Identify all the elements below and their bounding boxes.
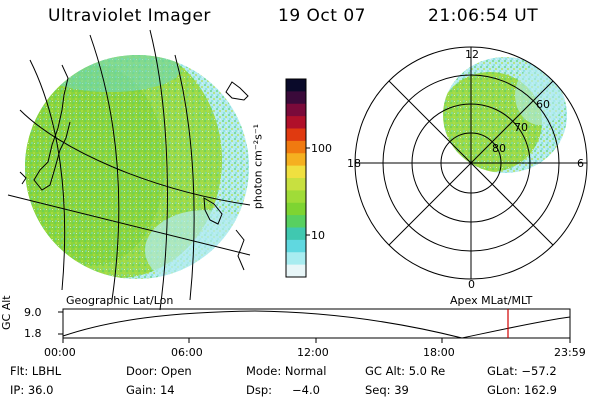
apex-polar-plot — [354, 46, 588, 280]
mlt-label-6: 6 — [577, 157, 584, 170]
mlat-label-80: 80 — [492, 142, 506, 155]
instrument-title: Ultraviolet Imager — [48, 6, 211, 26]
time-label: 21:06:54 UT — [428, 6, 539, 26]
info-gc-alt: GC Alt: 5.0 Re — [365, 364, 446, 378]
mlt-label-18: 18 — [347, 157, 361, 170]
colorbar-segment — [286, 165, 306, 179]
xtick-0000: 00:00 — [44, 346, 76, 359]
info-dsp-label: Dsp: — [246, 383, 273, 397]
xtick-2359: 23:59 — [554, 346, 586, 359]
colorbar-segment — [286, 178, 306, 191]
geographic-disk — [7, 29, 251, 311]
colorbar-segment — [286, 202, 306, 216]
colorbar-tick-10: 10 — [311, 229, 325, 242]
colorbar-segment — [286, 128, 306, 142]
info-ip: IP: 36.0 — [10, 383, 54, 397]
xtick-1200: 12:00 — [297, 346, 329, 359]
geographic-label: Geographic Lat/Lon — [66, 294, 174, 307]
info-door: Door: Open — [126, 364, 192, 378]
info-seq: Seq: 39 — [365, 383, 409, 397]
colorbar — [285, 78, 310, 278]
mlt-label-0: 0 — [468, 278, 475, 291]
altitude-ytick-1-8: 1.8 — [24, 327, 42, 340]
mlat-label-60: 60 — [536, 98, 550, 111]
altitude-curve — [62, 310, 571, 339]
colorbar-segment — [286, 252, 306, 266]
altitude-ytick-9: 9.0 — [24, 306, 42, 319]
colorbar-unit-label: photon cm⁻²s⁻¹ — [251, 123, 265, 210]
colorbar-tick-100: 100 — [311, 142, 332, 155]
colorbar-segment — [286, 153, 306, 167]
info-gain: Gain: 14 — [126, 383, 175, 397]
altitude-plot — [58, 308, 571, 343]
date-label: 19 Oct 07 — [278, 6, 366, 26]
xtick-1800: 18:00 — [423, 346, 455, 359]
colorbar-segment — [286, 103, 306, 117]
info-glon: GLon: 162.9 — [487, 383, 557, 397]
apex-label: Apex MLat/MLT — [450, 294, 533, 307]
altitude-ylabel-text: GC Alt — [0, 295, 13, 330]
info-flt: Flt: LBHL — [10, 364, 62, 378]
info-mode: Mode: Normal — [246, 364, 327, 378]
colorbar-segment — [286, 91, 306, 105]
colorbar-frame — [285, 78, 307, 278]
xtick-0600: 06:00 — [171, 346, 203, 359]
mlt-label-12: 12 — [465, 48, 479, 61]
info-dsp-value: −4.0 — [292, 383, 320, 397]
colorbar-segment — [286, 264, 306, 278]
colorbar-segment — [286, 190, 306, 204]
colorbar-segment — [286, 227, 306, 241]
mlat-label-70: 70 — [514, 121, 528, 134]
colorbar-segment — [286, 215, 306, 228]
colorbar-segment — [286, 116, 306, 129]
colorbar-segment — [286, 239, 306, 253]
colorbar-segment — [286, 79, 306, 92]
info-glat: GLat: −57.2 — [487, 364, 557, 378]
colorbar-segment — [286, 140, 306, 154]
